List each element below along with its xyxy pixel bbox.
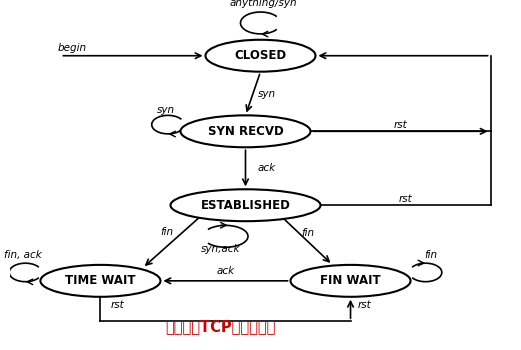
Text: TIME WAIT: TIME WAIT [65,274,135,287]
Text: CLOSED: CLOSED [234,49,287,62]
Ellipse shape [41,265,160,297]
Text: rst: rst [110,300,124,310]
Ellipse shape [291,265,411,297]
Text: FIN WAIT: FIN WAIT [320,274,381,287]
Ellipse shape [205,40,316,72]
Text: fin: fin [160,228,173,237]
Text: rst: rst [358,300,372,310]
Text: 半连接的TCP有限状态机: 半连接的TCP有限状态机 [165,320,276,335]
Text: syn: syn [156,105,175,115]
Text: ack: ack [258,163,276,173]
Text: fin: fin [302,228,315,238]
Text: fin: fin [424,250,437,260]
Ellipse shape [170,189,320,221]
Text: syn,ack: syn,ack [201,244,240,254]
Text: ESTABLISHED: ESTABLISHED [201,199,290,212]
Text: anything/syn: anything/syn [229,0,297,8]
Text: ack: ack [216,266,234,277]
Text: syn: syn [258,89,276,98]
Text: begin: begin [58,43,87,53]
Text: fin, ack: fin, ack [4,250,42,260]
Ellipse shape [180,116,311,147]
Text: rst: rst [399,194,413,204]
Text: rst: rst [394,120,407,130]
Text: SYN RECVD: SYN RECVD [208,125,283,138]
